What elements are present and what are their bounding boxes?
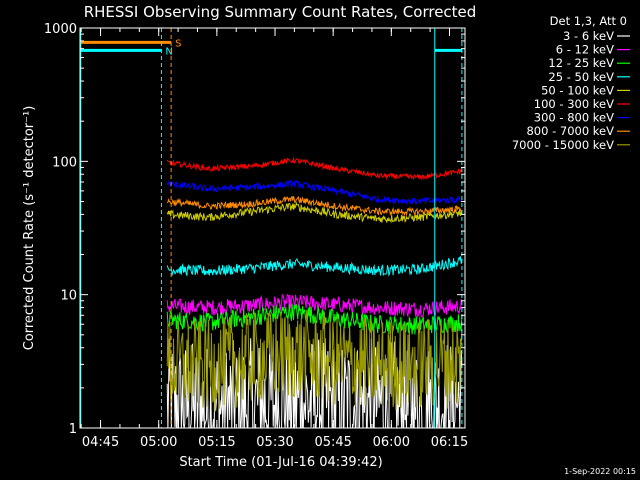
legend-entry-label-3: 25 - 50 keV [548,70,614,84]
y-tick-label-3: 1000 [44,22,77,37]
legend-entry-label-5: 100 - 300 keV [534,97,614,111]
x-tick-label-1: 05:00 [140,435,177,450]
footer-timestamp: 1-Sep-2022 00:15 [564,467,636,476]
series-line-1 [166,293,463,319]
x-tick-label-6: 06:15 [431,435,468,450]
annotation-label-1: N [165,46,172,57]
series-line-8 [166,309,463,412]
legend-entry-label-4: 50 - 100 keV [541,83,614,97]
y-axis-label: Corrected Count Rate (s⁻¹ detector⁻¹) [22,106,37,351]
series-line-5 [166,157,463,181]
x-tick-label-0: 04:45 [82,435,119,450]
legend-entry-label-0: 3 - 6 keV [563,29,614,43]
annotation-label-0: S [175,38,181,49]
legend-entry-label-8: 7000 - 15000 keV [512,138,614,152]
series-line-3 [166,256,463,277]
y-tick-label-2: 100 [52,155,77,170]
series-line-2 [166,303,463,335]
plot-frame [79,27,466,429]
x-tick-label-5: 06:00 [373,435,410,450]
series-line-4 [166,201,463,224]
x-tick-label-4: 05:45 [314,435,351,450]
y-tick-label-1: 10 [60,289,77,304]
legend-entry-label-1: 6 - 12 keV [556,43,614,57]
plot-area: SN 1 10 100 1000 04:45 05:00 05:15 05:30 05:45 06:… [44,22,468,450]
series-line-6 [166,179,463,206]
x-tick-label-3: 05:30 [256,435,293,450]
legend-title: Det 1,3, Att 0 [550,14,627,28]
x-axis-label: Start Time (01-Jul-16 04:39:42) [179,455,382,470]
x-tick-label-2: 05:15 [198,435,235,450]
legend-entry-label-6: 300 - 800 keV [534,111,614,125]
legend-entry-label-7: 800 - 7000 keV [526,124,614,138]
chart-title: RHESSI Observing Summary Count Rates, Co… [84,3,477,21]
legend-entry-label-2: 12 - 25 keV [548,56,614,70]
series-line-7 [166,195,462,217]
y-tick-label-0: 1 [69,422,77,437]
